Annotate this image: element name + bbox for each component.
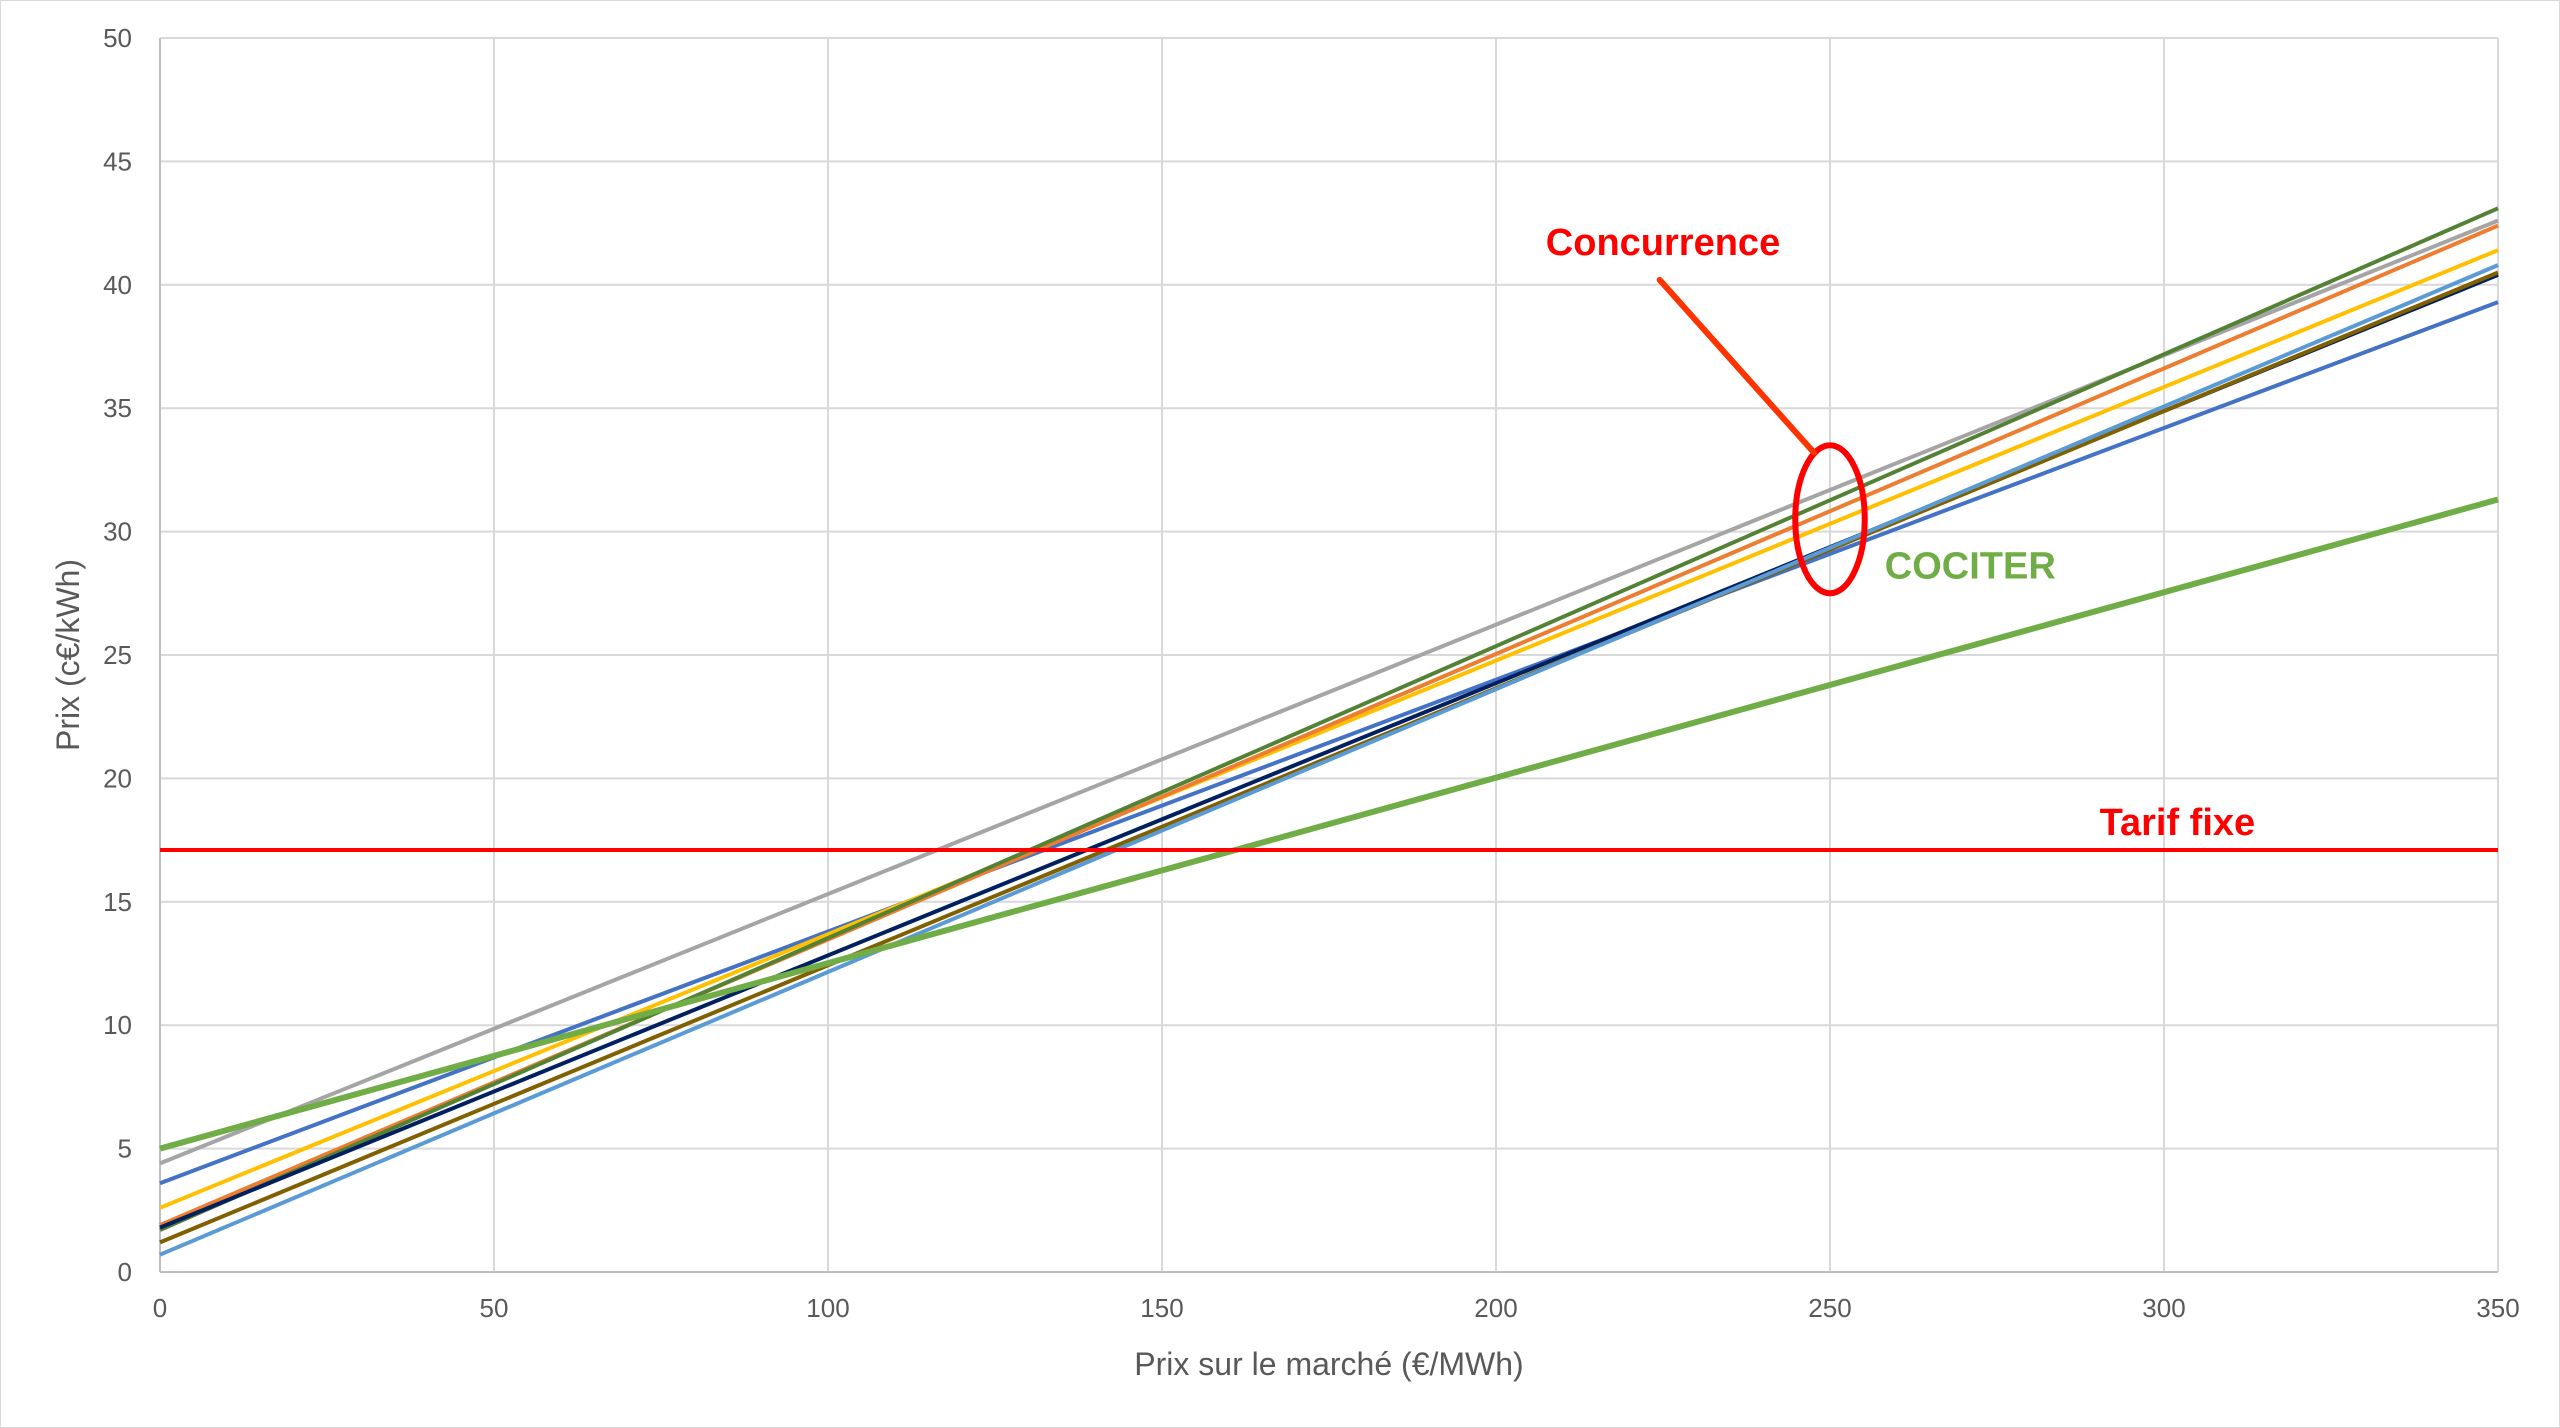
series-line-5: [159, 206, 2499, 1232]
annotation-tarif-fixe: Tarif fixe: [2100, 802, 2256, 844]
annotations: Concurrence COCITER Tarif fixe: [1546, 222, 2255, 844]
x-tick-label: 50: [480, 1293, 509, 1323]
y-tick-label: 40: [103, 270, 132, 300]
y-tick-label: 25: [103, 640, 132, 670]
y-tick-label: 30: [103, 517, 132, 547]
x-tick-label: 250: [1808, 1293, 1851, 1323]
annotation-concurrence: Concurrence: [1546, 222, 1780, 264]
callout-pointer: [1656, 276, 1817, 456]
concurrence-callout: [1656, 276, 1868, 597]
series-line-8: [159, 263, 2499, 1257]
series-lines: [159, 206, 2499, 1257]
y-tick-label: 45: [103, 146, 132, 176]
gridlines: [160, 37, 2499, 1272]
y-tick-label: 15: [103, 887, 132, 917]
annotation-cociter: COCITER: [1885, 545, 2056, 587]
x-axis-title: Prix sur le marché (€/MWh): [1134, 1346, 1523, 1382]
callout-ellipse: [1792, 442, 1868, 597]
y-tick-label: 20: [103, 763, 132, 793]
x-tick-label: 0: [153, 1293, 167, 1323]
series-line-cociter: [159, 496, 2499, 1152]
y-tick-label: 5: [118, 1134, 132, 1164]
x-tick-label: 350: [2476, 1293, 2519, 1323]
series-line-3: [159, 248, 2499, 1210]
x-tick-labels: 0 50 100 150 200 250 300 350: [153, 1293, 2520, 1323]
x-tick-label: 200: [1474, 1293, 1517, 1323]
y-tick-label: 0: [118, 1257, 132, 1287]
x-tick-label: 150: [1140, 1293, 1183, 1323]
y-axis-title: Prix (c€/kWh): [50, 559, 86, 751]
y-tick-label: 10: [103, 1010, 132, 1040]
x-tick-label: 300: [2142, 1293, 2185, 1323]
y-tick-label: 50: [103, 23, 132, 53]
y-tick-label: 35: [103, 393, 132, 423]
series-line-7: [159, 270, 2499, 1245]
x-tick-label: 100: [806, 1293, 849, 1323]
series-line-2: [159, 300, 2499, 1186]
axes: [159, 38, 2498, 1273]
y-tick-labels: 0 5 10 15 20 25 30 35 40 45 50: [103, 23, 132, 1287]
